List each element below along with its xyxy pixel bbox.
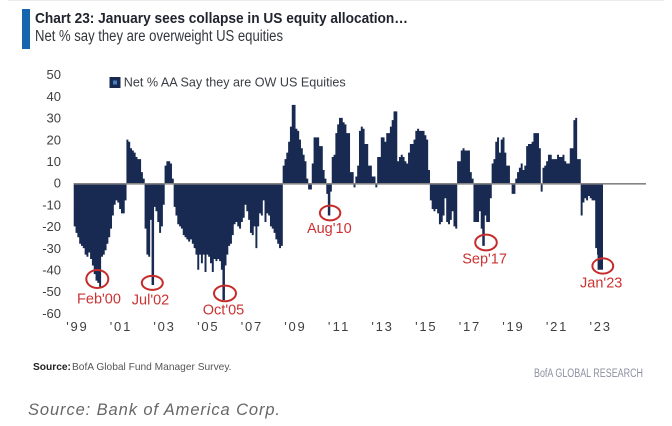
svg-text:Feb'00: Feb'00 — [77, 292, 121, 308]
svg-text:'09: '09 — [284, 319, 305, 334]
svg-text:'07: '07 — [241, 319, 262, 334]
svg-text:30: 30 — [47, 111, 61, 126]
svg-text:0: 0 — [54, 176, 61, 191]
svg-text:Chart 23: January sees collaps: Chart 23: January sees collapse in US eq… — [35, 10, 408, 27]
svg-text:'23: '23 — [590, 319, 611, 334]
svg-text:20: 20 — [47, 132, 61, 147]
svg-text:-40: -40 — [42, 263, 61, 278]
svg-text:BofA Global Fund Manager Surve: BofA Global Fund Manager Survey. — [72, 362, 232, 373]
svg-text:'99: '99 — [66, 319, 87, 334]
svg-text:'05: '05 — [197, 319, 218, 334]
svg-text:Jan'23: Jan'23 — [580, 276, 622, 292]
svg-text:50: 50 — [47, 67, 61, 82]
svg-text:Source: Bank of America Corp.: Source: Bank of America Corp. — [28, 401, 281, 419]
svg-text:'21: '21 — [546, 319, 567, 334]
svg-text:Net % AA Say they are OW US Eq: Net % AA Say they are OW US Equities — [124, 76, 346, 90]
svg-text:BofA GLOBAL RESEARCH: BofA GLOBAL RESEARCH — [534, 368, 643, 380]
svg-text:Jul'02: Jul'02 — [132, 293, 169, 309]
svg-text:'13: '13 — [371, 319, 392, 334]
svg-text:Sep'17: Sep'17 — [462, 252, 507, 268]
svg-text:-30: -30 — [42, 241, 61, 256]
svg-text:-50: -50 — [42, 284, 61, 299]
svg-text:Oct'05: Oct'05 — [203, 303, 244, 319]
svg-text:Source:: Source: — [33, 362, 71, 373]
svg-text:'17: '17 — [459, 319, 480, 334]
svg-text:'15: '15 — [415, 319, 436, 334]
svg-text:-60: -60 — [42, 306, 61, 321]
svg-text:'19: '19 — [502, 319, 523, 334]
svg-text:-20: -20 — [42, 219, 61, 234]
svg-text:-10: -10 — [42, 197, 61, 212]
svg-text:40: 40 — [47, 89, 61, 104]
svg-text:Aug'10: Aug'10 — [307, 221, 352, 237]
svg-text:Net % say they are overweight: Net % say they are overweight US equitie… — [35, 28, 283, 45]
svg-text:'03: '03 — [153, 319, 174, 334]
svg-text:10: 10 — [47, 154, 61, 169]
svg-text:'11: '11 — [328, 319, 349, 334]
svg-text:'01: '01 — [110, 319, 131, 334]
